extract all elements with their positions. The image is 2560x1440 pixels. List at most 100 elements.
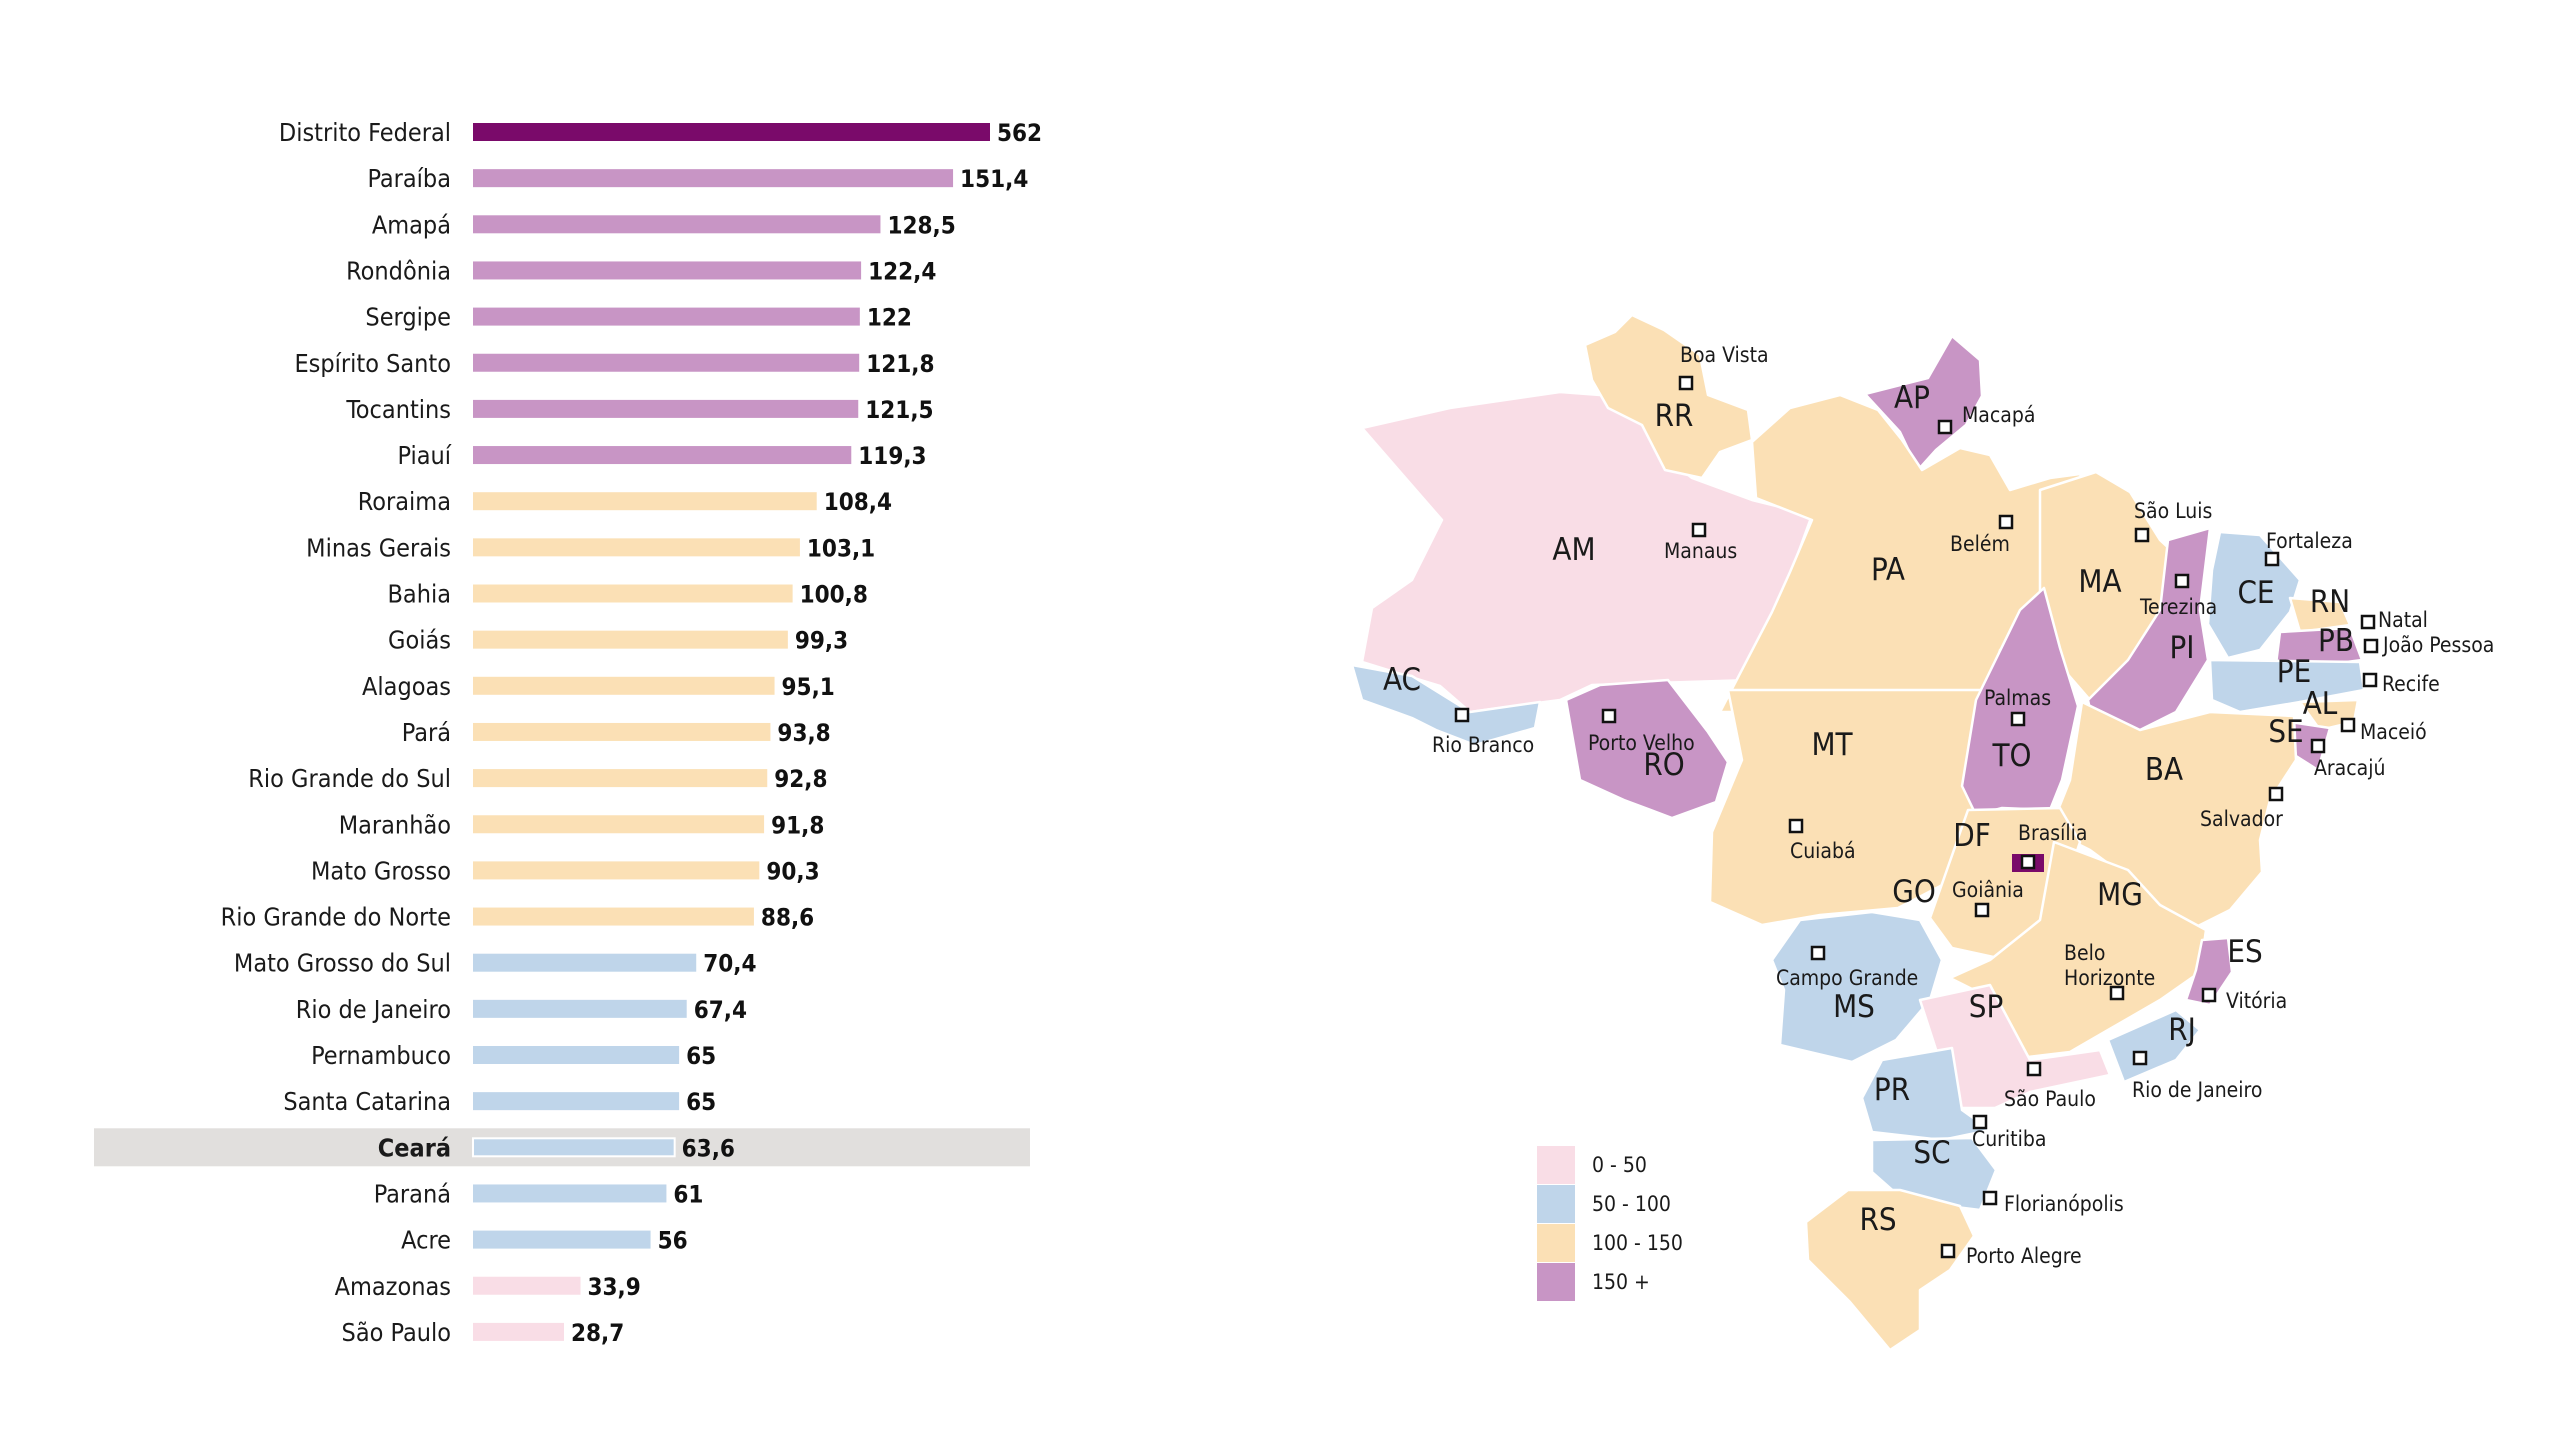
bar-para — [473, 722, 771, 741]
category-label-amazonas: Amazonas — [335, 1272, 451, 1301]
value-label-acre: 56 — [658, 1227, 688, 1255]
value-label-espirito-santo: 121,8 — [866, 350, 934, 378]
state-label-pr: PR — [1874, 1072, 1910, 1108]
capital-label-rio-de-janeiro: Rio de Janeiro — [2132, 1078, 2262, 1102]
capital-label-goiania: Goiânia — [1952, 878, 2024, 902]
category-label-parana: Paraná — [374, 1179, 451, 1208]
state-label-ro: RO — [1643, 747, 1684, 783]
value-label-parana: 61 — [673, 1180, 703, 1208]
bar-piaui — [473, 446, 852, 465]
category-label-tocantins: Tocantins — [345, 395, 451, 424]
capital-label-manaus: Manaus — [1664, 539, 1737, 563]
category-label-rio-grande-do-sul: Rio Grande do Sul — [248, 764, 451, 793]
capital-marker-fortaleza — [2264, 551, 2280, 567]
bar-tocantins — [473, 399, 859, 418]
state-ma — [2038, 470, 2194, 722]
capital-marker-belem — [1998, 514, 2014, 530]
capital-label-sao-luis: São Luis — [2134, 499, 2212, 523]
category-label-sao-paulo: São Paulo — [342, 1318, 451, 1347]
bar-ceara — [472, 1137, 676, 1158]
category-label-alagoas: Alagoas — [362, 672, 451, 701]
capital-marker-macapa — [1937, 419, 1953, 435]
capital-label-boa-vista: Boa Vista — [1680, 343, 1769, 367]
capital-label-macapa: Macapá — [1962, 403, 2035, 427]
capital-marker-florianopolis — [1982, 1190, 1998, 1206]
legend-swatch-150 — [1537, 1263, 1575, 1301]
legend-label-0-50: 0 - 50 — [1592, 1153, 1647, 1177]
state-label-ce: CE — [2237, 575, 2274, 611]
capital-marker-belo-horizonte — [2109, 985, 2125, 1001]
legend-swatch-50-100 — [1537, 1185, 1575, 1223]
value-label-ceara: 63,6 — [682, 1134, 735, 1162]
capital-label-maceio: Maceió — [2360, 720, 2427, 744]
category-label-ceara: Ceará — [378, 1133, 451, 1162]
state-ro — [1564, 678, 1730, 820]
capital-marker-rio-de-janeiro — [2132, 1050, 2148, 1066]
capital-label-natal: Natal — [2378, 608, 2428, 632]
state-am — [1360, 390, 1814, 714]
value-label-paraiba: 151,4 — [960, 165, 1028, 193]
capital-marker-porto-velho — [1601, 708, 1617, 724]
value-label-rio-de-janeiro: 67,4 — [694, 996, 747, 1024]
capital-marker-curitiba — [1972, 1114, 1988, 1130]
capital-label-fortaleza: Fortaleza — [2266, 529, 2353, 553]
state-label-mt: MT — [1811, 727, 1853, 763]
legend: 0 - 50 50 - 100 100 - 150 150 + — [1537, 1146, 1683, 1301]
state-ba — [2048, 700, 2298, 932]
value-label-rondonia: 122,4 — [868, 257, 936, 285]
category-label-mato-grosso-do-sul: Mato Grosso do Sul — [234, 949, 451, 978]
bar-goias — [473, 630, 788, 649]
state-pe — [2208, 658, 2366, 714]
value-label-minas-gerais: 103,1 — [807, 534, 875, 562]
state-df — [2012, 854, 2044, 872]
state-label-ap: AP — [1894, 380, 1930, 416]
state-ms — [1770, 910, 1944, 1064]
capital-marker-aracaju — [2310, 738, 2326, 754]
state-label-pi: PI — [2169, 630, 2194, 666]
value-label-sergipe: 122 — [867, 304, 912, 332]
category-label-para: Pará — [402, 718, 451, 747]
value-label-rio-grande-do-sul: 92,8 — [774, 765, 827, 793]
state-label-pa: PA — [1871, 552, 1905, 588]
bar-alagoas — [473, 676, 775, 695]
value-label-sao-paulo: 28,7 — [571, 1319, 624, 1347]
state-se — [2288, 720, 2332, 772]
category-label-goias: Goiás — [388, 626, 451, 655]
bar-rio-de-janeiro — [473, 999, 687, 1018]
category-label-pernambuco: Pernambuco — [311, 1041, 451, 1070]
category-label-rio-grande-do-norte: Rio Grande do Norte — [221, 903, 451, 932]
state-label-pb: PB — [2318, 623, 2354, 659]
state-label-mg: MG — [2097, 877, 2143, 913]
bar-roraima — [473, 492, 817, 511]
value-label-mato-grosso: 90,3 — [766, 857, 819, 885]
legend-label-50-100: 50 - 100 — [1592, 1192, 1671, 1216]
state-sc — [1870, 1136, 1998, 1212]
bar-chart: Distrito Federal 562 Paraíba 151,4 Amapá 128,… — [94, 118, 1042, 1347]
capital-label-salvador: Salvador — [2200, 807, 2283, 831]
state-pi — [2086, 526, 2212, 740]
state-label-sc: SC — [1913, 1135, 1950, 1171]
category-label-minas-gerais: Minas Gerais — [306, 533, 451, 562]
state-es — [2184, 936, 2234, 1007]
bar-bahia — [473, 584, 793, 603]
bar-maranhao — [473, 815, 765, 834]
state-rj — [2106, 1008, 2202, 1084]
capital-marker-porto-alegre — [1940, 1243, 1956, 1259]
state-mt — [1708, 688, 2000, 927]
state-label-ms: MS — [1833, 989, 1875, 1025]
state-ac — [1350, 663, 1542, 747]
category-label-roraima: Roraima — [358, 487, 451, 516]
capital-label-palmas: Palmas — [1984, 686, 2051, 710]
state-pa — [1718, 393, 2090, 714]
bar-amapa — [473, 215, 881, 234]
legend-swatch-100-150 — [1537, 1224, 1575, 1262]
capital-marker-boa-vista — [1678, 375, 1694, 391]
state-label-rs: RS — [1859, 1202, 1896, 1238]
state-mg — [1948, 840, 2208, 1060]
state-label-sp: SP — [1969, 989, 2004, 1025]
state-label-es: ES — [2227, 934, 2262, 970]
bar-pernambuco — [473, 1046, 680, 1064]
bar-sergipe — [473, 307, 860, 326]
category-label-bahia: Bahia — [387, 580, 451, 609]
legend-label-100-150: 100 - 150 — [1592, 1231, 1683, 1255]
